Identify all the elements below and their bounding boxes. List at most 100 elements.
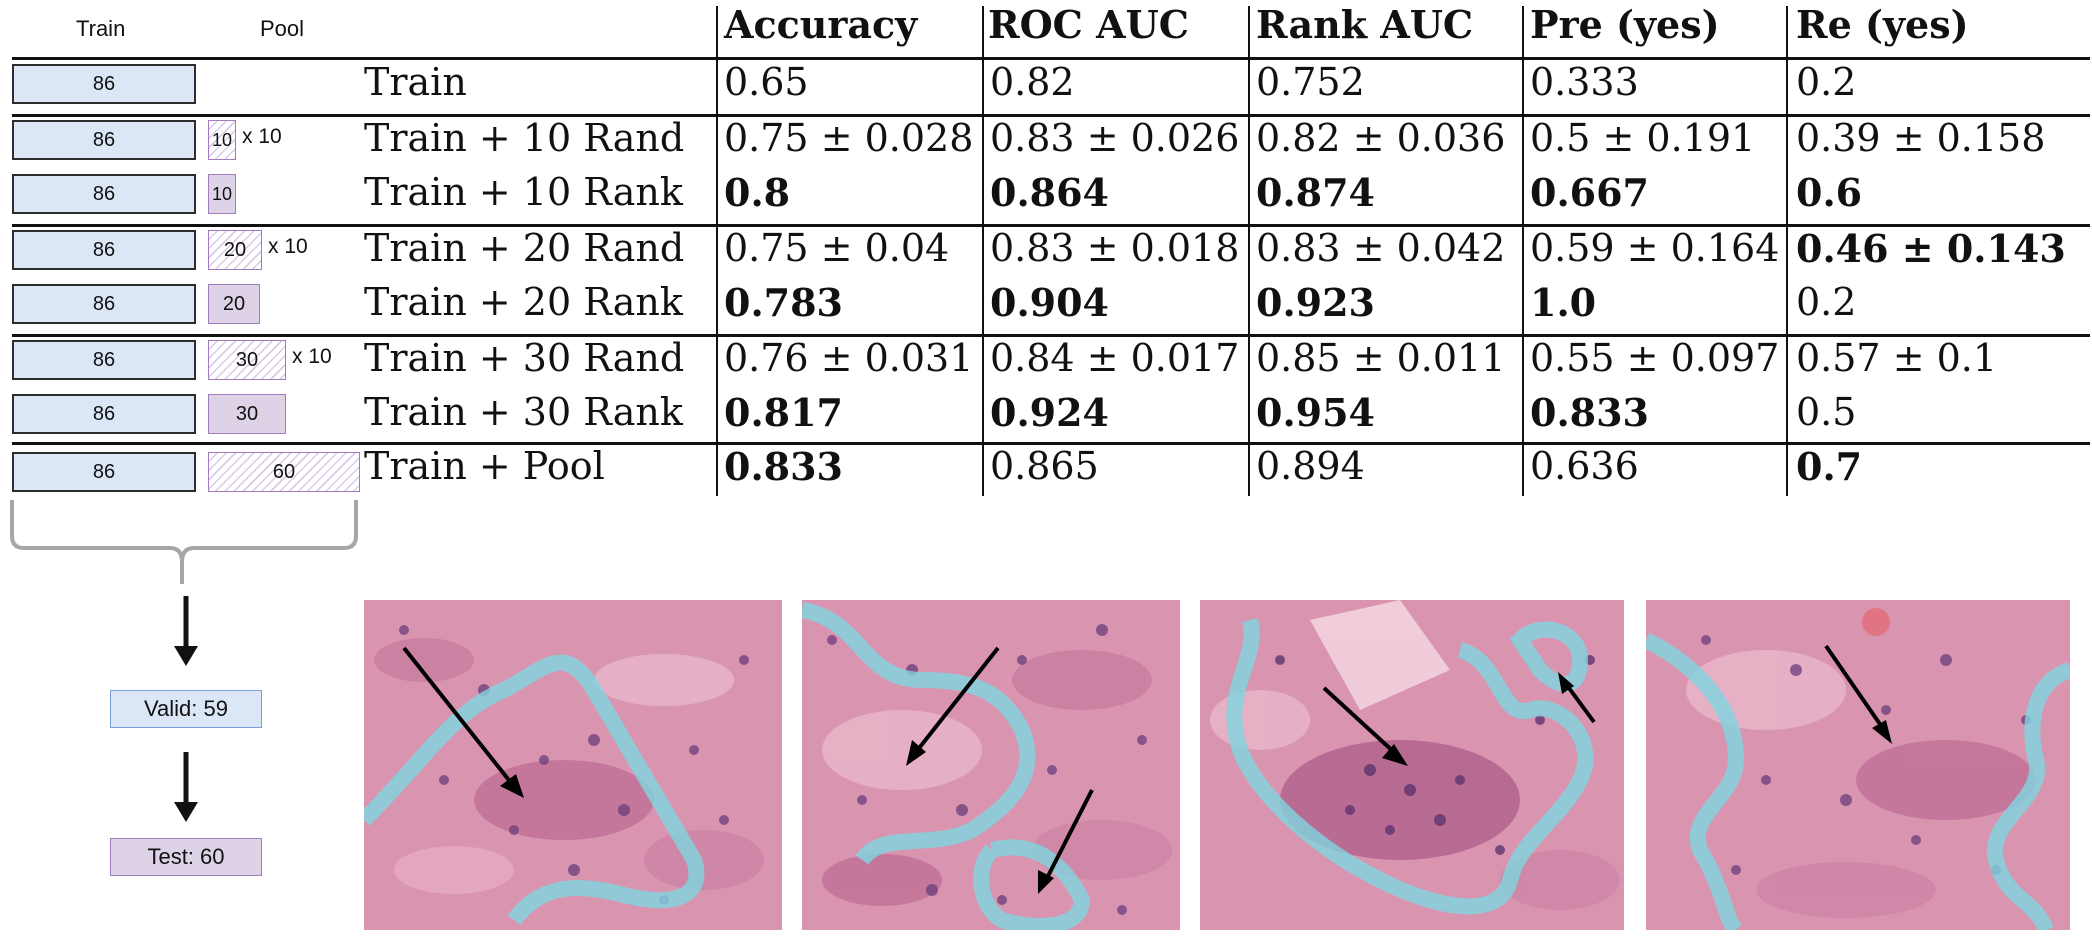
validation-set-box: Valid: 59 — [110, 690, 262, 728]
schematic-connectors — [10, 500, 358, 822]
metric-cell: 0.2 — [1796, 60, 1857, 104]
train-set-box: 86 — [12, 284, 196, 324]
pool-full-box: 60 — [208, 452, 360, 492]
metric-cell: 0.8 — [724, 170, 791, 215]
metric-cell: 0.7 — [1796, 444, 1863, 489]
test-set-box: Test: 60 — [110, 838, 262, 876]
metric-cell: 0.667 — [1530, 170, 1649, 215]
annotation-outline — [1226, 618, 1594, 915]
table-rule — [12, 57, 2090, 60]
train-set-box: 86 — [12, 394, 196, 434]
tissue-patch-2 — [802, 600, 1180, 930]
annotation-outline — [802, 602, 1091, 930]
metric-cell: 0.59 ± 0.164 — [1530, 226, 1780, 270]
annotation-arrow — [1564, 682, 1596, 724]
pool-random-box: 30 — [208, 340, 286, 380]
metric-cell: 0.752 — [1256, 60, 1365, 104]
annotation-arrow — [1824, 644, 1886, 732]
row-label: Train + 10 Rank — [364, 170, 683, 214]
tissue-patch-4 — [1646, 600, 2070, 930]
table-column-divider — [1522, 6, 1524, 496]
annotation-arrow — [402, 646, 514, 786]
row-label: Train + Pool — [364, 444, 605, 488]
metric-cell: 0.84 ± 0.017 — [990, 336, 1240, 380]
pool-column-header: Pool — [260, 16, 305, 41]
pool-ranked-box: 20 — [208, 284, 260, 324]
metric-cell: 0.894 — [1256, 444, 1365, 488]
pool-random-box: 20 — [208, 230, 262, 270]
pool-ranked-box: 10 — [208, 174, 236, 214]
annotation-arrow — [1322, 686, 1398, 756]
metric-cell: 0.864 — [990, 170, 1109, 215]
tissue-patch-1 — [364, 600, 782, 930]
metric-cell: 0.783 — [724, 280, 843, 325]
pool-ranked-box: 30 — [208, 394, 286, 434]
metric-cell: 0.75 ± 0.04 — [724, 226, 950, 270]
row-label: Train + 30 Rank — [364, 390, 683, 434]
repeat-multiplier: x 10 — [292, 345, 332, 368]
metric-cell: 0.333 — [1530, 60, 1639, 104]
repeat-multiplier: x 10 — [268, 235, 308, 258]
metric-cell: 0.85 ± 0.011 — [1256, 336, 1506, 380]
metric-cell: 0.55 ± 0.097 — [1530, 336, 1780, 380]
metric-cell: 0.83 ± 0.026 — [990, 116, 1240, 160]
metric-cell: 0.57 ± 0.1 — [1796, 336, 1998, 380]
annotation-outline — [364, 654, 705, 926]
row-label: Train + 10 Rand — [364, 116, 685, 160]
metric-cell: 0.954 — [1256, 390, 1375, 435]
table-column-divider — [716, 6, 718, 496]
train-set-box: 86 — [12, 174, 196, 214]
metric-cell: 0.46 ± 0.143 — [1796, 226, 2066, 271]
metric-cell: 0.82 — [990, 60, 1075, 104]
texture — [374, 638, 764, 894]
train-set-box: 86 — [12, 120, 196, 160]
annotation-outline — [1646, 632, 2070, 930]
pool-random-box: 10 — [208, 120, 236, 160]
metric-cell: 0.2 — [1796, 280, 1857, 324]
row-label: Train + 20 Rand — [364, 226, 685, 270]
train-set-box: 86 — [12, 230, 196, 270]
column-header-precision: Pre (yes) — [1530, 2, 1720, 47]
metric-cell: 0.39 ± 0.158 — [1796, 116, 2046, 160]
metric-cell: 0.923 — [1256, 280, 1375, 325]
table-column-divider — [982, 6, 984, 496]
metric-cell: 0.865 — [990, 444, 1099, 488]
metric-cell: 0.75 ± 0.028 — [724, 116, 974, 160]
column-header-accuracy: Accuracy — [724, 2, 918, 47]
row-label: Train + 20 Rank — [364, 280, 683, 324]
table-rule — [12, 442, 2090, 445]
train-column-header: Train — [76, 16, 126, 41]
metric-cell: 0.76 ± 0.031 — [724, 336, 974, 380]
metric-cell: 0.833 — [724, 444, 843, 489]
metric-cell: 0.83 ± 0.042 — [1256, 226, 1506, 270]
metric-cell: 0.5 — [1796, 390, 1857, 434]
metric-cell: 0.83 ± 0.018 — [990, 226, 1240, 270]
row-label: Train + 30 Rand — [364, 336, 685, 380]
metric-cell: 0.874 — [1256, 170, 1375, 215]
metric-cell: 0.82 ± 0.036 — [1256, 116, 1506, 160]
metric-cell: 0.6 — [1796, 170, 1863, 215]
column-header-recall: Re (yes) — [1796, 2, 1969, 47]
train-set-box: 86 — [12, 340, 196, 380]
metric-cell: 0.924 — [990, 390, 1109, 435]
annotation-arrow — [1044, 789, 1094, 881]
metric-cell: 0.636 — [1530, 444, 1639, 488]
column-header-rank-auc: Rank AUC — [1256, 2, 1474, 47]
metric-cell: 1.0 — [1530, 280, 1597, 325]
metric-cell: 0.65 — [724, 60, 809, 104]
column-header-roc-auc: ROC AUC — [988, 2, 1190, 47]
table-rule — [12, 114, 2090, 117]
repeat-multiplier: x 10 — [242, 125, 282, 148]
row-label: Train — [364, 60, 467, 104]
metric-cell: 0.5 ± 0.191 — [1530, 116, 1756, 160]
metric-cell: 0.833 — [1530, 390, 1649, 435]
table-column-divider — [1786, 6, 1788, 496]
tissue-patch-3 — [1200, 600, 1624, 930]
grouping-brace — [10, 500, 358, 563]
train-set-box: 86 — [12, 64, 196, 104]
table-rule — [12, 334, 2090, 337]
metric-cell: 0.904 — [990, 280, 1109, 325]
table-rule — [12, 224, 2090, 227]
table-column-divider — [1248, 6, 1250, 496]
train-set-box: 86 — [12, 452, 196, 492]
